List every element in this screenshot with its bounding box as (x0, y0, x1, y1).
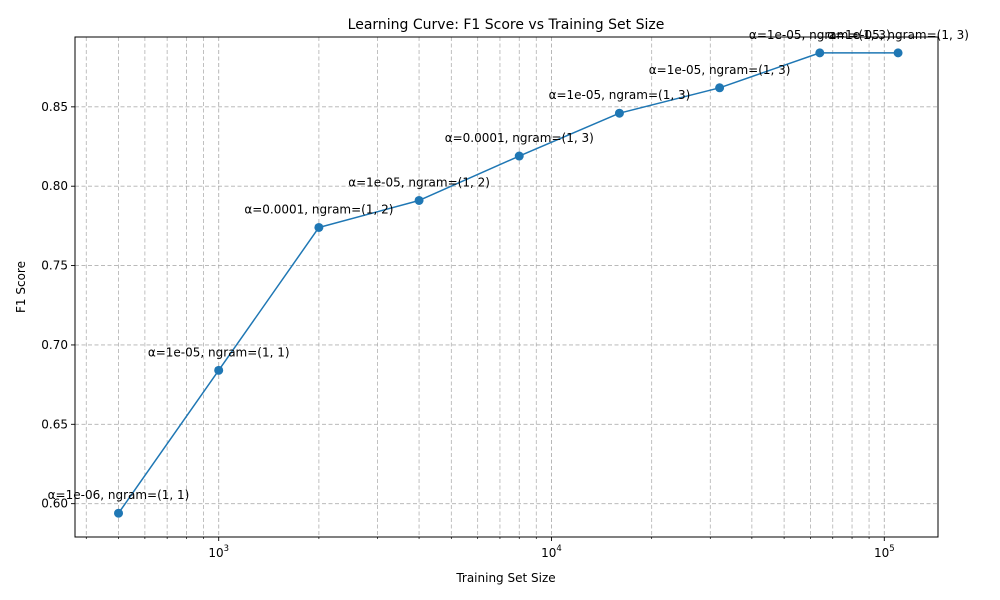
x-tick-base: 10 (874, 546, 889, 560)
data-point-marker (514, 151, 524, 161)
x-tick-exponent: 4 (556, 544, 561, 554)
x-tick-exponent: 3 (224, 544, 229, 554)
data-point-marker (815, 48, 825, 58)
y-tick-label: 0.85 (41, 100, 68, 114)
data-point-label: α=1e-05, ngram=(1, 3) (749, 28, 891, 42)
data-point-marker (715, 83, 725, 93)
x-tick-exponent: 5 (889, 544, 894, 554)
plot-frame (74, 36, 939, 538)
data-point-label: α=0.0001, ngram=(1, 2) (244, 202, 393, 216)
series-f1 (114, 48, 903, 518)
x-tick-label: 103 (208, 544, 229, 560)
grid-lines (75, 37, 938, 537)
x-axis-label: Training Set Size (455, 571, 555, 585)
data-point-label: α=1e-05, ngram=(1, 2) (348, 175, 490, 189)
data-point-label: α=1e-06, ngram=(1, 1) (48, 488, 190, 502)
x-tick-base: 10 (208, 546, 223, 560)
data-point-label: α=0.0001, ngram=(1, 3) (445, 131, 594, 145)
data-point-label: α=1e-05, ngram=(1, 3) (649, 63, 791, 77)
data-point-marker (214, 365, 224, 375)
point-annotations: α=1e-06, ngram=(1, 1) α=1e-05, ngram=(1, … (48, 28, 969, 502)
data-point-marker (614, 108, 624, 118)
y-tick-label: 0.75 (41, 259, 68, 273)
data-point-label: α=1e-05, ngram=(1, 3) (827, 28, 969, 42)
y-axis-label: F1 Score (14, 261, 28, 313)
data-point-marker (114, 508, 124, 518)
x-tick-base: 10 (541, 546, 556, 560)
y-tick-label: 0.70 (41, 338, 68, 352)
chart-title: Learning Curve: F1 Score vs Training Set… (348, 17, 665, 33)
y-tick-label: 0.80 (41, 179, 68, 193)
data-point-label: α=1e-05, ngram=(1, 3) (549, 88, 691, 102)
x-tick-label: 105 (874, 544, 895, 560)
data-point-marker (314, 222, 324, 232)
y-tick-label: 0.65 (41, 417, 68, 431)
data-point-marker (414, 195, 424, 205)
y-axis-ticks: 0.60 0.65 0.70 0.75 0.80 0.85 (41, 100, 75, 511)
y-tick-label: 0.60 (41, 497, 68, 511)
data-point-label: α=1e-05, ngram=(1, 1) (148, 345, 290, 359)
x-tick-label: 104 (541, 544, 562, 560)
data-point-marker (893, 48, 903, 58)
x-axis-ticks: 103 104 105 (85, 537, 895, 560)
